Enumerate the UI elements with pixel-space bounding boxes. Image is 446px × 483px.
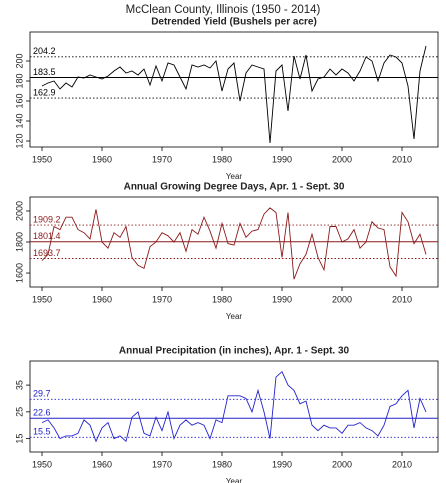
reference-label: 183.5: [33, 67, 56, 77]
y-tick-label: 25: [14, 407, 24, 417]
x-axis-label: Year: [226, 477, 243, 483]
x-tick-label: 2000: [332, 154, 352, 164]
x-tick-label: 2010: [392, 294, 412, 304]
y-tick-label: 200: [14, 53, 24, 68]
reference-label: 1909.2: [33, 214, 61, 224]
data-line: [41, 207, 427, 280]
y-tick-label: 160: [14, 93, 24, 108]
reference-label: 1801.4: [33, 231, 61, 241]
plot-frame: [29, 360, 439, 453]
x-tick-label: 2000: [332, 459, 352, 469]
chart-title: Annual Precipitation (in inches), Apr. 1…: [119, 346, 350, 357]
x-tick-label: 1980: [212, 459, 232, 469]
x-tick-label: 1960: [92, 154, 112, 164]
reference-label: 1693.7: [33, 248, 61, 258]
x-tick-label: 1950: [32, 294, 52, 304]
chart-title: Annual Growing Degree Days, Apr. 1 - Sep…: [124, 182, 345, 193]
x-tick-label: 1960: [92, 459, 112, 469]
x-tick-label: 2010: [392, 154, 412, 164]
x-tick-label: 1950: [32, 154, 52, 164]
data-line: [41, 45, 427, 144]
x-tick-label: 1990: [272, 459, 292, 469]
x-tick-label: 1990: [272, 154, 292, 164]
reference-label: 22.6: [33, 408, 51, 418]
main-title: McClean County, Illinois (1950 - 2014): [126, 4, 321, 16]
x-tick-label: 1970: [152, 154, 172, 164]
y-tick-label: 15: [14, 434, 24, 444]
x-tick-label: 1950: [32, 459, 52, 469]
x-tick-label: 2000: [332, 294, 352, 304]
y-tick-label: 180: [14, 73, 24, 88]
y-tick-label: 2000: [14, 201, 24, 221]
data-line: [41, 370, 427, 443]
y-tick-label: 140: [14, 113, 24, 128]
x-tick-label: 1970: [152, 294, 172, 304]
x-tick-label: 1980: [212, 154, 232, 164]
y-tick-label: 120: [14, 133, 24, 148]
plot-frame: [29, 31, 439, 148]
y-tick-label: 1800: [14, 232, 24, 252]
reference-label: 29.7: [33, 389, 51, 399]
reference-label: 204.2: [33, 46, 56, 56]
y-tick-label: 35: [14, 380, 24, 390]
reference-label: 15.5: [33, 427, 51, 437]
x-tick-label: 1990: [272, 294, 292, 304]
y-tick-label: 1600: [14, 263, 24, 283]
x-tick-label: 2010: [392, 459, 412, 469]
x-tick-label: 1980: [212, 294, 232, 304]
x-tick-label: 1970: [152, 459, 172, 469]
x-axis-label: Year: [226, 172, 243, 181]
x-axis-label: Year: [226, 312, 243, 321]
x-tick-label: 1960: [92, 294, 112, 304]
reference-label: 162.9: [33, 87, 56, 97]
chart-title: Detrended Yield (Bushels per acre): [151, 17, 317, 28]
